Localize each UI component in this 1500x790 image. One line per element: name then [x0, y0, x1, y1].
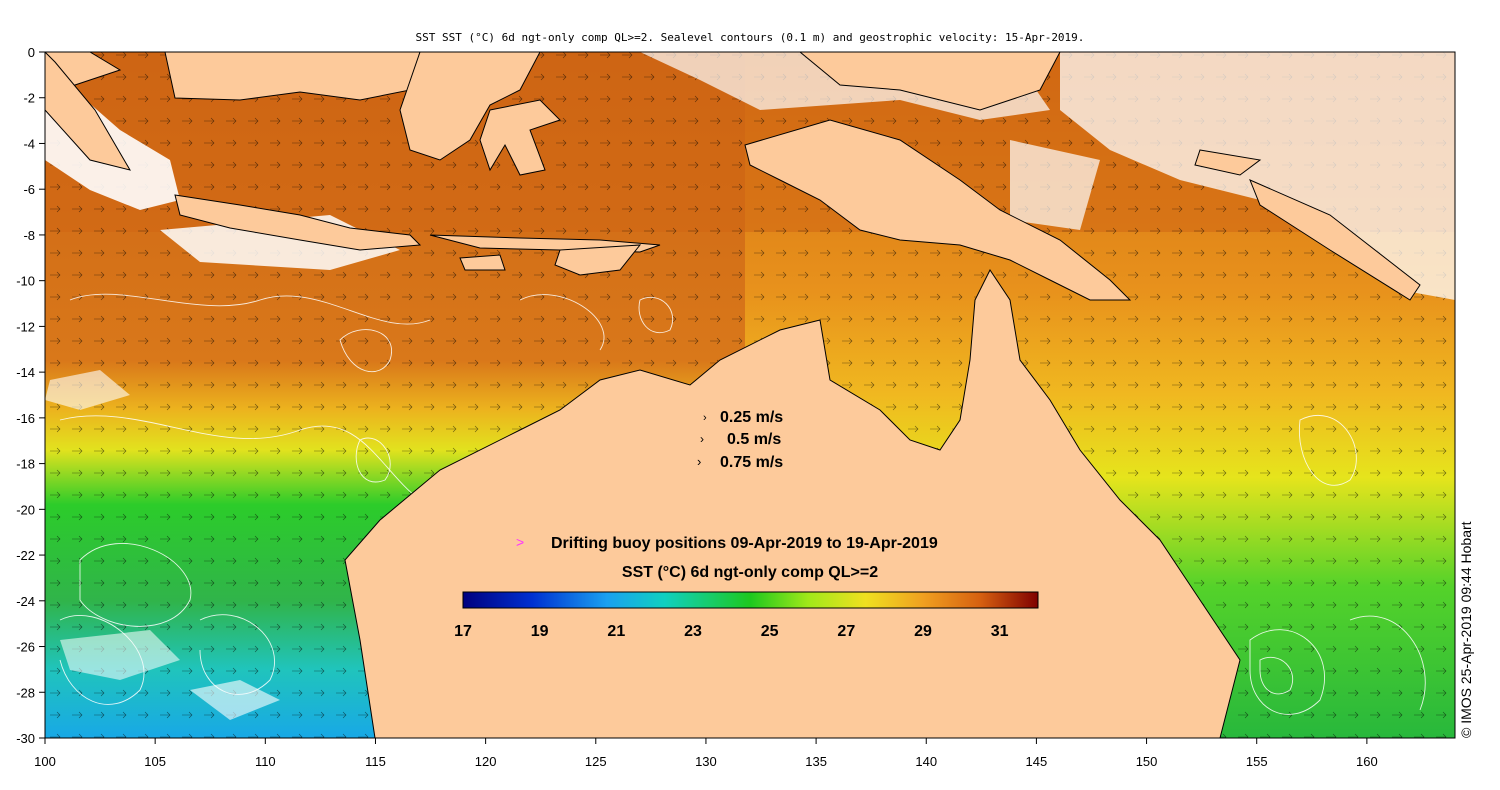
y-tick-label: -6: [23, 182, 35, 197]
velocity-label-2: 0.75 m/s: [720, 454, 783, 471]
x-tick-label: 105: [144, 754, 166, 769]
x-tick-label: 120: [475, 754, 497, 769]
buoy-marker: >: [516, 534, 524, 550]
land-sulawesi: [479, 99, 561, 176]
y-tick-label: -22: [16, 548, 35, 563]
y-tick-label: -28: [16, 685, 35, 700]
velocity-arrow-large: ›: [697, 454, 701, 469]
y-tick-label: -4: [23, 136, 35, 151]
colorbar-tick-label: 29: [914, 623, 932, 640]
velocity-arrow-small: ›: [703, 412, 707, 424]
velocity-arrow-medium: ›: [700, 432, 704, 446]
y-tick-label: -26: [16, 640, 35, 655]
map-title: SST SST (°C) 6d ngt-only comp QL>=2. Sea…: [416, 31, 1085, 44]
land-masses: [45, 52, 1421, 738]
x-tick-label: 125: [585, 754, 607, 769]
y-tick-label: -20: [16, 502, 35, 517]
map-frame: [44, 51, 1456, 739]
map-plot-area: [45, 52, 1455, 738]
y-tick-label: -16: [16, 411, 35, 426]
x-tick-label: 115: [365, 754, 386, 769]
colorbar-scale: [462, 591, 1039, 609]
colorbar-tick-label: 17: [454, 623, 472, 640]
x-tick-label: 150: [1136, 754, 1158, 769]
x-tick-label: 160: [1356, 754, 1378, 769]
colorbar-tick-label: 23: [684, 623, 702, 640]
x-tick-label: 110: [255, 754, 276, 769]
velocity-legend: › 0.25 m/s › 0.5 m/s › 0.75 m/s: [697, 409, 783, 471]
land-borneo: [399, 52, 541, 161]
x-tick-label: 145: [1026, 754, 1048, 769]
velocity-label-1: 0.5 m/s: [727, 431, 781, 448]
colorbar-ticks: 17 19 21 23 25 27 29 31: [454, 623, 1009, 640]
y-tick-label: 0: [28, 45, 35, 60]
buoy-legend: > Drifting buoy positions 09-Apr-2019 to…: [516, 534, 938, 552]
x-tick-label: 140: [915, 754, 937, 769]
colorbar-tick-label: 31: [991, 623, 1009, 640]
land-new-guinea: [744, 119, 1132, 301]
y-tick-label: -30: [16, 731, 35, 746]
y-axis: 0 -2 -4 -6 -8 -10 -12 -14 -16 -18 -20 -22 -24 -26 -28 -…: [16, 45, 45, 746]
x-tick-label: 100: [34, 754, 56, 769]
y-tick-label: -2: [23, 91, 35, 106]
imos-credit: © IMOS 25-Apr-2019 09:44 Hobart: [1458, 521, 1474, 738]
y-tick-label: -8: [23, 228, 35, 243]
colorbar-tick-label: 27: [837, 623, 855, 640]
colorbar: SST (°C) 6d ngt-only comp QL>=2 17 19 21 23…: [454, 564, 1039, 640]
x-tick-label: 135: [805, 754, 827, 769]
land-borneo-west: [164, 52, 421, 101]
y-tick-label: -10: [16, 274, 35, 289]
colorbar-title: SST (°C) 6d ngt-only comp QL>=2: [622, 564, 878, 581]
y-tick-label: -24: [16, 594, 35, 609]
y-tick-label: -14: [16, 365, 35, 380]
y-tick-label: -12: [16, 319, 35, 334]
x-axis: 100 105 110 115 120 125 130 135 140 145 150 155 160: [34, 738, 1378, 769]
land-australia: [344, 269, 1241, 738]
x-tick-label: 155: [1246, 754, 1268, 769]
buoy-legend-label: Drifting buoy positions 09-Apr-2019 to 1…: [551, 535, 938, 552]
velocity-label-0: 0.25 m/s: [720, 409, 783, 426]
y-tick-label: -18: [16, 457, 35, 472]
colorbar-tick-label: 25: [761, 623, 779, 640]
colorbar-tick-label: 19: [531, 623, 549, 640]
land-java: [174, 194, 422, 251]
colorbar-tick-label: 21: [607, 623, 625, 640]
x-tick-label: 130: [695, 754, 717, 769]
sealevel-contours: [59, 157, 1426, 715]
